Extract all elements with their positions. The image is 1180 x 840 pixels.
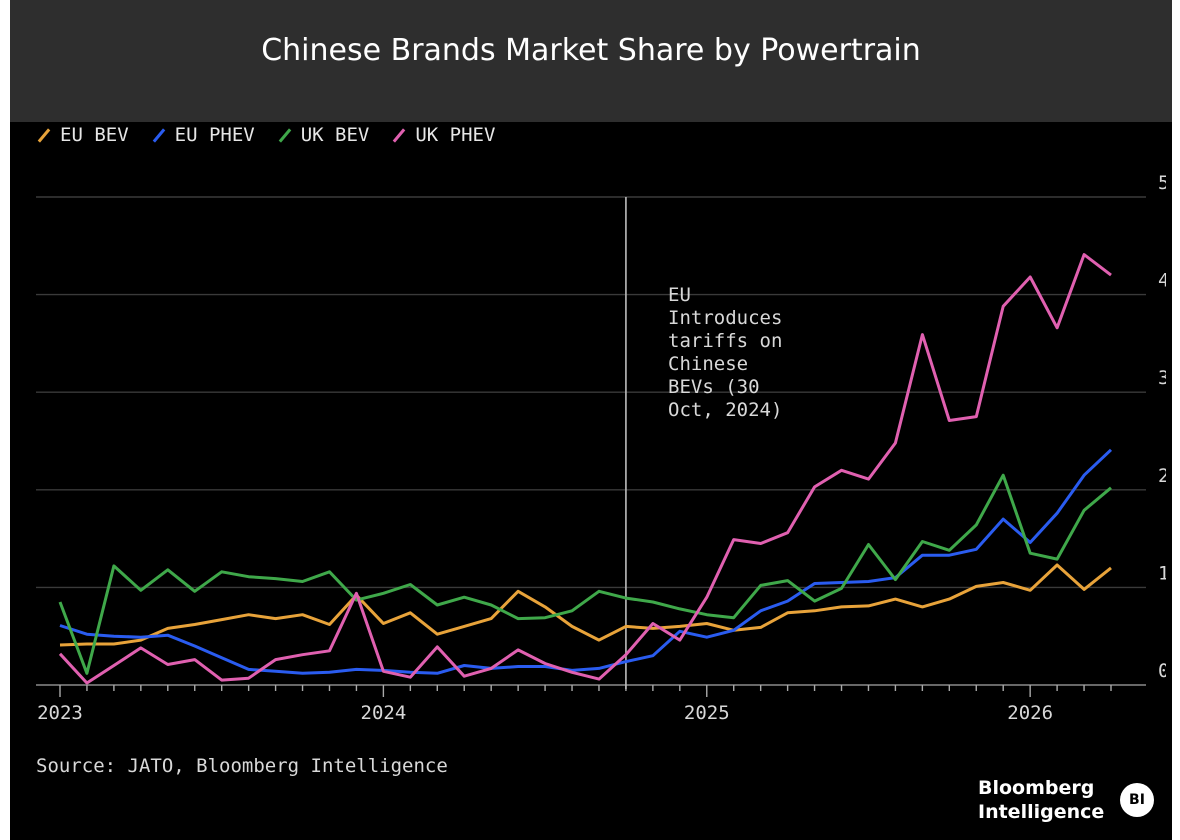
legend-swatch-eu-phev bbox=[152, 127, 165, 143]
brand-logo-text: Bloomberg Intelligence bbox=[978, 776, 1104, 824]
legend-swatch-eu-bev bbox=[37, 127, 51, 143]
legend-swatch-uk-phev bbox=[393, 127, 406, 143]
x-tick-label-2026: 2026 bbox=[1007, 702, 1053, 724]
chart-title: Chinese Brands Market Share by Powertrai… bbox=[261, 32, 921, 68]
y-tick-label-20: 20 bbox=[1158, 465, 1166, 487]
series-line-eu-phev bbox=[59, 448, 1113, 675]
legend-label-eu-bev: EU BEV bbox=[60, 124, 129, 146]
legend-item-eu-bev: EU BEV bbox=[36, 124, 129, 146]
legend-item-eu-phev: EU PHEV bbox=[151, 124, 255, 146]
legend-item-uk-phev: UK PHEV bbox=[391, 124, 495, 146]
legend-item-uk-bev: UK BEV bbox=[277, 124, 370, 146]
series-line-eu-bev bbox=[59, 563, 1112, 647]
title-bar: Chinese Brands Market Share by Powertrai… bbox=[10, 0, 1172, 100]
source-note: Source: JATO, Bloomberg Intelligence bbox=[36, 755, 448, 777]
title-gap bbox=[10, 100, 1172, 122]
legend: EU BEV EU PHEV UK BEV UK PHEV bbox=[36, 124, 495, 146]
x-tick-label-2025: 2025 bbox=[684, 702, 730, 724]
series-line-uk-phev bbox=[58, 253, 1112, 685]
y-tick-label-30: 30 bbox=[1158, 367, 1166, 389]
y-tick-label-0: 0 bbox=[1158, 660, 1166, 682]
x-tick-label-2024: 2024 bbox=[361, 702, 407, 724]
plot-area: 0 10 20 30 40 50% 2023 2024 2025 2026 bbox=[36, 122, 1166, 840]
series-line-uk-bev bbox=[58, 473, 1112, 675]
legend-label-eu-phev: EU PHEV bbox=[174, 124, 255, 146]
brand-line-2: Intelligence bbox=[978, 801, 1105, 823]
tariff-annotation: EU Introduces tariffs on Chinese BEVs (3… bbox=[668, 284, 783, 421]
brand-line-1: Bloomberg bbox=[978, 777, 1095, 799]
bi-logo-icon: BI bbox=[1120, 783, 1154, 817]
y-tick-label-50: 50% bbox=[1158, 172, 1166, 194]
x-tick-label-2023: 2023 bbox=[37, 702, 83, 724]
legend-swatch-uk-bev bbox=[278, 127, 292, 143]
legend-label-uk-bev: UK BEV bbox=[300, 124, 370, 146]
legend-label-uk-phev: UK PHEV bbox=[415, 124, 496, 146]
y-tick-label-10: 10 bbox=[1158, 562, 1166, 584]
line-chart: 0 10 20 30 40 50% 2023 2024 2025 2026 bbox=[36, 172, 1166, 724]
y-tick-label-40: 40 bbox=[1158, 270, 1166, 292]
